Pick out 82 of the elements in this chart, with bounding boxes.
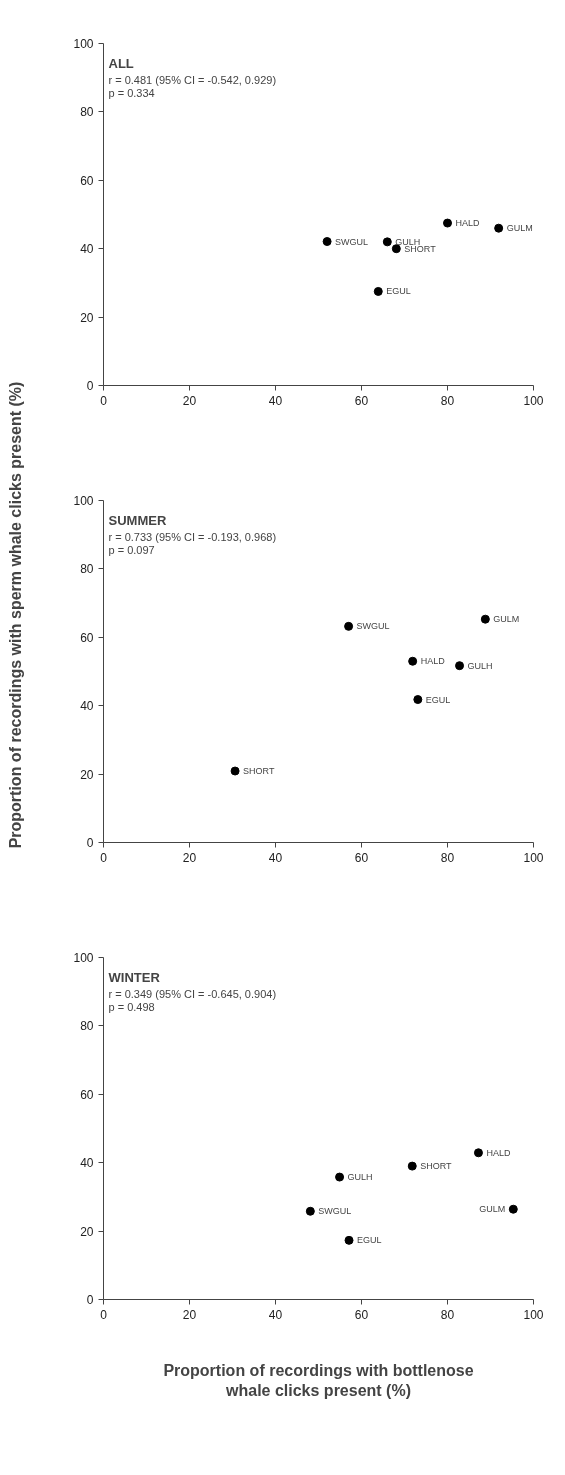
y-tick-label: 80	[80, 1019, 94, 1034]
x-axis-title: Proportion of recordings with bottlenose whale clicks present (%)	[163, 1361, 474, 1399]
y-tick-label: 100	[73, 37, 94, 51]
annotation: HALD	[486, 1147, 511, 1158]
annotation: EGUL	[386, 286, 411, 297]
annotation: SWGUL	[318, 1206, 352, 1217]
y-tick-label: 60	[80, 630, 94, 645]
annotation: HALD	[455, 218, 481, 229]
annotation: p = 0.334	[108, 86, 155, 99]
annotation: p = 0.498	[108, 1000, 155, 1013]
x-tick-label: 0	[100, 1307, 108, 1322]
y-tick-label: 40	[80, 1156, 94, 1171]
annotation: HALD	[420, 656, 446, 667]
point	[408, 656, 418, 666]
x-tick-label: 40	[268, 393, 283, 408]
x-tick-label: 0	[100, 850, 108, 865]
annotation: GULM	[493, 614, 520, 625]
y-tick-label: 40	[80, 699, 94, 714]
point	[305, 1206, 315, 1216]
point	[455, 661, 465, 671]
text: WINTER	[108, 969, 161, 985]
y-tick-label: 40	[80, 242, 94, 257]
y-tick-label: 20	[80, 310, 94, 325]
x-tick-label: 100	[523, 850, 544, 865]
annotation: EGUL	[425, 694, 451, 705]
point	[480, 614, 490, 624]
point	[230, 766, 240, 776]
annotation: SHORT	[420, 1161, 453, 1172]
x-tick-label: 80	[440, 1307, 455, 1322]
y-tick-label: 20	[80, 767, 94, 782]
y-tick-label: 0	[86, 379, 94, 393]
x-tick-label: 40	[268, 850, 283, 865]
text: SUMMER	[108, 512, 167, 528]
y-tick-label: 60	[80, 1087, 94, 1102]
point	[407, 1161, 417, 1171]
point	[335, 1172, 345, 1182]
annotation: SHORT	[243, 766, 275, 777]
point	[344, 1235, 354, 1245]
y-tick-label: 80	[80, 105, 94, 120]
point	[494, 223, 504, 233]
y-tick-label: 60	[80, 173, 94, 188]
annotation: EGUL	[357, 1235, 382, 1246]
y-axis-title: Proportion of recordings with sperm whale clicks present (%)	[7, 381, 24, 849]
text: ALL	[108, 55, 134, 71]
point	[508, 1204, 518, 1214]
point	[391, 244, 401, 254]
annotation: r = 0.349 (95% CI = -0.645, 0.904)	[108, 987, 277, 1000]
annotation: SWGUL	[356, 621, 390, 632]
point	[344, 621, 354, 631]
x-tick-label: 60	[354, 393, 369, 408]
point	[413, 695, 423, 705]
annotation: GULH	[467, 660, 493, 671]
x-tick-label: 40	[268, 1307, 283, 1322]
annotation: r = 0.733 (95% CI = -0.193, 0.968)	[108, 530, 277, 543]
point	[322, 237, 332, 247]
x-tick-label: 100	[523, 393, 544, 408]
x-tick-label: 20	[182, 393, 197, 408]
x-tick-label: 20	[182, 1307, 197, 1322]
point	[382, 237, 392, 247]
y-tick-label: 0	[86, 1293, 94, 1307]
annotation: GULH	[347, 1172, 373, 1183]
annotation: GULM	[506, 223, 533, 234]
point	[373, 286, 383, 296]
annotation: SWGUL	[335, 236, 369, 247]
x-tick-label: 60	[354, 1307, 369, 1322]
x-tick-label: 0	[100, 393, 108, 408]
annotation: GULH	[395, 236, 421, 247]
y-tick-label: 100	[73, 494, 94, 508]
x-tick-label: 20	[182, 850, 197, 865]
point	[473, 1148, 483, 1158]
annotation: GULM	[479, 1204, 506, 1215]
point	[443, 218, 452, 228]
x-tick-label: 60	[354, 850, 369, 865]
y-tick-label: 20	[80, 1224, 94, 1239]
y-tick-label: 100	[73, 951, 94, 965]
annotation: p = 0.097	[108, 543, 155, 556]
x-tick-label: 100	[523, 1307, 544, 1322]
x-tick-label: 80	[440, 393, 455, 408]
x-tick-label: 80	[440, 850, 455, 865]
annotation: r = 0.481 (95% CI = -0.542, 0.929)	[108, 73, 277, 86]
y-tick-label: 0	[86, 836, 94, 850]
y-tick-label: 80	[80, 562, 94, 577]
